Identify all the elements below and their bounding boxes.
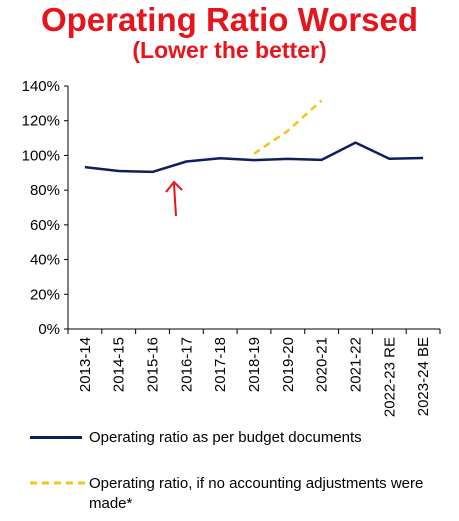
up-arrow-annotation bbox=[165, 180, 183, 217]
x-tick-label: 2023-24 BE bbox=[415, 337, 432, 416]
arrow-shaft bbox=[173, 183, 177, 217]
y-axis-ticks: 0% 20% 40% 60% 80% 100% 120% 140% bbox=[22, 78, 68, 338]
x-tick-label: 2022-23 RE bbox=[381, 337, 398, 417]
y-tick-label: 140% bbox=[22, 78, 60, 95]
y-tick-label: 120% bbox=[22, 113, 60, 130]
chart-subtitle: (Lower the better) bbox=[132, 37, 327, 63]
x-tick-label: 2019-20 bbox=[280, 337, 297, 392]
y-tick-label: 40% bbox=[30, 252, 60, 269]
series-layer bbox=[84, 99, 424, 174]
x-tick-label: 2018-19 bbox=[246, 337, 263, 392]
y-tick-label: 0% bbox=[38, 321, 60, 338]
y-tick-label: 80% bbox=[30, 182, 60, 199]
series-line-no-adjustments bbox=[253, 99, 323, 155]
y-tick-label: 20% bbox=[30, 286, 60, 303]
x-tick-label: 2020-21 bbox=[314, 337, 331, 392]
legend-swatch-dashed bbox=[30, 481, 86, 485]
x-tick-label: 2021-22 bbox=[347, 337, 364, 392]
legend-swatch-solid bbox=[30, 436, 82, 439]
x-tick-label: 2017-18 bbox=[212, 337, 229, 392]
chart-title: Operating Ratio Worsed bbox=[40, 1, 419, 38]
x-axis-ticks: 2013-14 2014-15 2015-16 2016-17 2017-18 2018-… bbox=[67, 329, 441, 417]
arrow-head bbox=[165, 180, 183, 193]
x-tick-label: 2014-15 bbox=[111, 337, 128, 392]
legend-item-budget-documents: Operating ratio as per budget documents bbox=[89, 429, 362, 446]
x-tick-label: 2013-14 bbox=[77, 337, 94, 392]
x-tick-label: 2016-17 bbox=[178, 337, 195, 392]
legend-item-no-adjustments: Operating ratio, if no accounting adjust… bbox=[89, 475, 424, 512]
x-tick-label: 2015-16 bbox=[145, 337, 162, 392]
y-tick-label: 60% bbox=[30, 217, 60, 234]
y-tick-label: 100% bbox=[22, 147, 60, 164]
series-line-budget-documents bbox=[84, 141, 424, 174]
